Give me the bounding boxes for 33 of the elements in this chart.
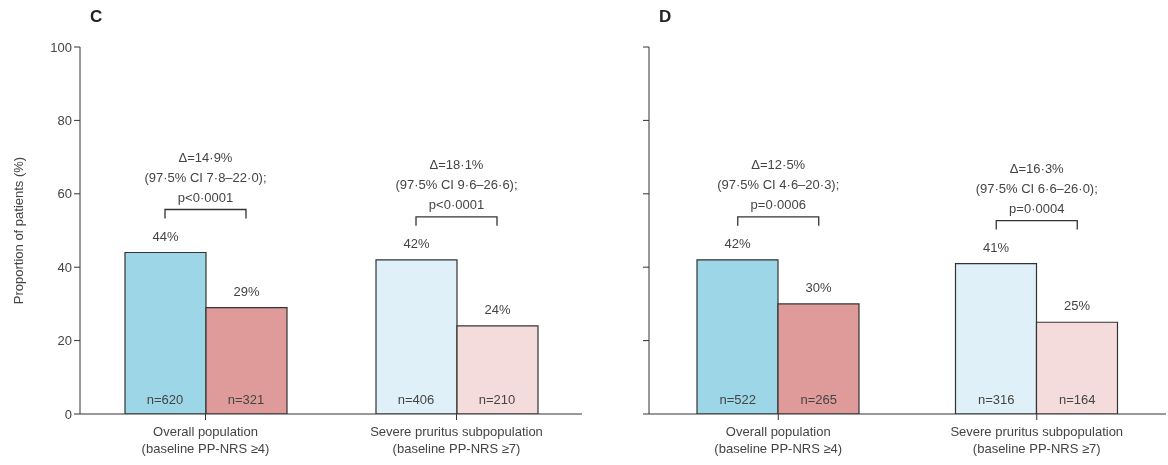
- annotation: n=522: [719, 392, 757, 407]
- annotation: n=265: [800, 392, 838, 407]
- x-tick-label: Overall population (baseline PP-NRS ≥4): [714, 424, 843, 456]
- x-tick-label: Severe pruritus subpopulation (baseline PP-NRS ≥7): [370, 424, 543, 456]
- x-tick-label: Overall population (baseline PP-NRS ≥4): [141, 424, 270, 456]
- data-label: 24%: [484, 301, 511, 317]
- y-tick-label: 0: [64, 406, 72, 422]
- y-axis-title: Proportion of patients (%): [10, 156, 26, 305]
- y-tick-label: 80: [57, 113, 72, 129]
- x-tick-label: Severe pruritus subpopulation (baseline PP-NRS ≥7): [950, 424, 1124, 456]
- chart-title: D: [659, 7, 672, 26]
- data-label: 42%: [403, 235, 430, 251]
- annotation: n=210: [478, 392, 516, 407]
- annotation: Δ=14·9% (97·5% CI 7·8–22·0); p<0·0001: [144, 149, 267, 205]
- annotation: Δ=12·5% (97·5% CI 4·6–20·3); p=0·0006: [717, 156, 840, 212]
- data-label: 30%: [805, 279, 832, 295]
- annotation: n=406: [397, 392, 435, 407]
- y-tick-label: 100: [50, 39, 72, 55]
- data-label: 25%: [1063, 298, 1091, 314]
- annotation: Δ=16·3% (97·5% CI 6·6–26·0); p=0·0004: [975, 160, 1098, 216]
- data-label: 44%: [152, 228, 179, 244]
- annotation: n=164: [1058, 392, 1096, 407]
- annotation: Δ=18·1% (97·5% CI 9·6–26·6); p<0·0001: [395, 156, 518, 212]
- annotation: n=620: [146, 392, 184, 407]
- chart-title: C: [90, 7, 103, 26]
- data-label: 41%: [982, 239, 1010, 255]
- y-tick-label: 60: [57, 186, 72, 202]
- data-label: 29%: [233, 283, 260, 299]
- annotation: n=321: [227, 392, 265, 407]
- data-label: 42%: [724, 235, 751, 251]
- y-tick-label: 40: [57, 259, 72, 275]
- annotation: n=316: [977, 392, 1015, 407]
- y-tick-label: 20: [57, 333, 72, 349]
